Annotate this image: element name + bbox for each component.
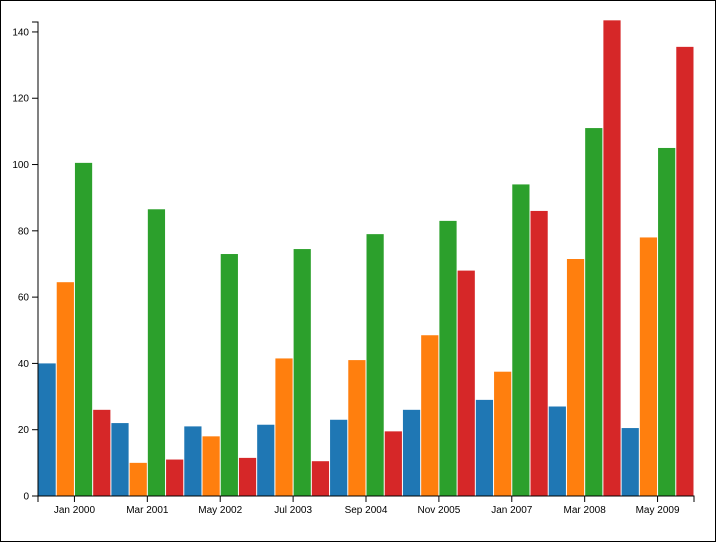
y-tick-label: 120 xyxy=(12,94,29,105)
bar-s1-jul-2003 xyxy=(257,424,275,496)
y-tick-label: 80 xyxy=(18,226,30,237)
bars-layer xyxy=(38,20,694,497)
x-tick-label: Jul 2003 xyxy=(274,505,312,516)
bar-s3-may-2009 xyxy=(658,147,676,496)
bar-s2-nov-2005 xyxy=(421,335,439,496)
x-tick-label: Mar 2008 xyxy=(564,505,607,516)
bar-s4-jul-2003 xyxy=(311,461,330,496)
bar-s1-jan-2000 xyxy=(38,363,56,496)
bar-s4-nov-2005 xyxy=(457,270,475,496)
y-axis-line xyxy=(32,21,39,497)
bar-s1-may-2002 xyxy=(184,426,202,496)
x-tick-label: May 2002 xyxy=(198,505,242,516)
y-tick-label: 60 xyxy=(18,293,30,304)
bar-s3-jan-2000 xyxy=(74,162,93,496)
bar-s3-sep-2004 xyxy=(366,234,384,496)
x-tick-label: Jan 2007 xyxy=(491,505,533,516)
bar-s4-sep-2004 xyxy=(384,431,402,496)
y-tick-label: 0 xyxy=(23,492,29,503)
bar-s2-may-2009 xyxy=(639,237,658,496)
bar-s4-mar-2008 xyxy=(603,20,621,497)
bar-s3-jul-2003 xyxy=(293,249,311,496)
bar-s1-may-2009 xyxy=(621,428,639,496)
y-tick-label: 20 xyxy=(18,425,30,436)
bar-s4-may-2009 xyxy=(676,46,694,497)
bar-s2-sep-2004 xyxy=(348,360,366,496)
x-tick-label: May 2009 xyxy=(636,505,680,516)
bar-s2-may-2002 xyxy=(202,436,220,496)
bar-s1-mar-2001 xyxy=(111,423,129,496)
bar-s2-mar-2008 xyxy=(566,259,585,496)
bar-s4-jan-2000 xyxy=(93,409,111,496)
bar-s4-mar-2001 xyxy=(166,459,184,496)
bar-s1-mar-2008 xyxy=(548,406,566,496)
x-tick-label: Jan 2000 xyxy=(54,505,96,516)
bar-s4-jan-2007 xyxy=(530,210,548,496)
bar-s2-jul-2003 xyxy=(275,358,293,496)
x-tick-label: Mar 2001 xyxy=(126,505,169,516)
bar-s4-may-2002 xyxy=(238,457,257,496)
x-tick-label: Sep 2004 xyxy=(345,505,388,516)
bar-s3-may-2002 xyxy=(220,254,238,496)
bar-s3-nov-2005 xyxy=(439,220,457,496)
y-tick-label: 140 xyxy=(12,27,29,38)
bar-s2-mar-2001 xyxy=(129,462,147,496)
y-tick-label: 100 xyxy=(12,160,29,171)
bar-s2-jan-2000 xyxy=(56,282,74,496)
bar-s3-mar-2001 xyxy=(147,209,166,496)
x-tick-label: Nov 2005 xyxy=(417,505,460,516)
y-tick-label: 40 xyxy=(18,359,30,370)
bar-s3-mar-2008 xyxy=(585,128,603,496)
bar-s1-sep-2004 xyxy=(330,419,348,496)
y-axis: 0 20 40 60 80 100 120 140 xyxy=(12,21,39,503)
bar-s1-jan-2007 xyxy=(475,399,494,496)
bar-s1-nov-2005 xyxy=(402,409,421,496)
bar-s3-jan-2007 xyxy=(512,184,530,497)
bar-s2-jan-2007 xyxy=(494,371,512,496)
x-axis: Jan 2000 Mar 2001 May 2002 Jul 2003 Sep 2004… xyxy=(37,495,695,516)
